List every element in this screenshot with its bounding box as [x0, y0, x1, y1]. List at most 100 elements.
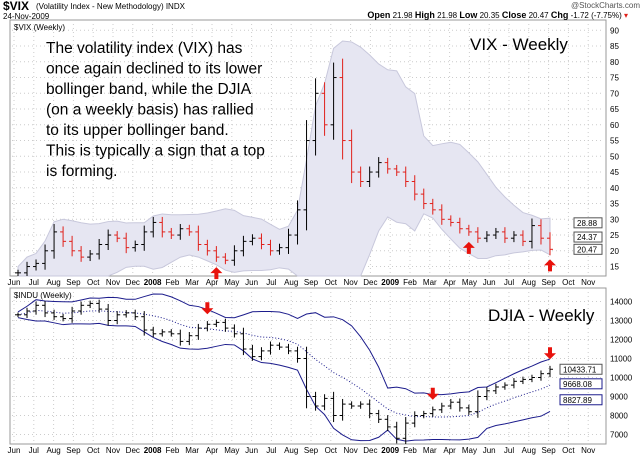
x-tick-label: Jun [483, 278, 496, 287]
value-tag: 8827.89 [563, 396, 592, 405]
down-triangle-icon: ▾ [623, 11, 628, 20]
x-tick-label: Jun [483, 446, 496, 455]
panel-label: $VIX (Weekly) [14, 23, 65, 32]
x-tick-label: Aug [46, 446, 60, 455]
red-up-arrow-icon [210, 267, 223, 280]
ohlc-readout: Open 21.98 High 21.98 Low 20.35 Close 20… [367, 10, 628, 21]
annotation-line: bollinger band, while the DJIA [46, 81, 252, 98]
y-tick-label: 10000 [610, 374, 633, 383]
open-value: 21.98 [392, 11, 413, 20]
red-up-arrow-icon [462, 241, 475, 254]
x-tick-label: Oct [87, 278, 100, 287]
red-down-arrow-icon [201, 302, 214, 315]
y-tick-label: 70 [610, 89, 619, 98]
x-tick-label: Sep [304, 446, 319, 455]
panel-title: VIX - Weekly [470, 35, 568, 54]
x-tick-label: May [224, 446, 239, 455]
x-tick-label: Jun [245, 446, 258, 455]
y-tick-label: 75 [610, 74, 619, 83]
red-down-arrow-icon [426, 387, 439, 400]
x-tick-label: Mar [185, 446, 199, 455]
red-down-arrow-icon [544, 347, 556, 360]
x-tick-label: Dec [363, 278, 377, 287]
symbol: $VIX [3, 0, 30, 13]
x-tick-label: Dec [126, 278, 140, 287]
x-tick-label: Nov [581, 278, 595, 287]
x-tick-label: May [462, 278, 477, 287]
x-tick-label: May [224, 278, 239, 287]
y-tick-label: 14000 [610, 298, 633, 307]
y-tick-label: 60 [610, 121, 619, 130]
x-tick-label: Nov [106, 446, 120, 455]
x-tick-label: Jul [29, 446, 39, 455]
low-value: 20.35 [479, 11, 500, 20]
x-tick-label: Sep [541, 446, 556, 455]
low-label: Low [459, 10, 478, 20]
x-tick-label: Jul [266, 446, 276, 455]
y-tick-label: 25 [610, 231, 619, 240]
x-tick-label: Feb [166, 278, 180, 287]
x-tick-label: Apr [443, 446, 456, 455]
x-tick-label: 2009 [381, 278, 399, 287]
close-label: Close [501, 10, 527, 20]
high-label: High [414, 10, 435, 20]
value-tag: 24.37 [577, 233, 598, 242]
y-tick-label: 13000 [610, 317, 633, 326]
y-tick-label: 80 [610, 58, 619, 67]
y-tick-label: 45 [610, 168, 619, 177]
x-tick-label: May [462, 446, 477, 455]
value-tag: 9668.08 [563, 380, 592, 389]
x-tick-label: Aug [284, 446, 298, 455]
y-tick-label: 90 [610, 26, 619, 35]
x-tick-label: Dec [363, 446, 377, 455]
close-value: 20.47 [528, 11, 549, 20]
x-tick-label: Apr [206, 278, 219, 287]
y-tick-label: 9000 [610, 393, 628, 402]
x-tick-label: 2009 [381, 446, 399, 455]
x-tick-label: Oct [325, 278, 338, 287]
annotation-line: to its upper bollinger band. [46, 122, 229, 139]
x-tick-label: Sep [66, 446, 81, 455]
chg-value: -1.72 (-7.75%) [570, 11, 622, 20]
y-tick-label: 11000 [610, 355, 632, 364]
x-tick-label: Sep [66, 278, 81, 287]
x-tick-label: Aug [284, 278, 298, 287]
y-tick-label: 30 [610, 215, 619, 224]
panel-title: DJIA - Weekly [488, 306, 595, 325]
x-tick-label: Mar [423, 446, 437, 455]
x-tick-label: Feb [403, 446, 417, 455]
y-tick-label: 20 [610, 247, 619, 256]
x-tick-label: Oct [562, 278, 575, 287]
y-tick-label: 15 [610, 263, 619, 272]
x-tick-label: Sep [304, 278, 319, 287]
value-tag-box [573, 217, 603, 229]
symbol-name: (Volatility Index - New Methodology) IND… [36, 2, 185, 11]
x-tick-label: 2008 [144, 278, 162, 287]
value-tag-box [573, 231, 603, 243]
date: 24-Nov-2009 [3, 12, 50, 21]
x-tick-label: Aug [522, 278, 536, 287]
x-tick-label: Nov [343, 278, 357, 287]
y-tick-label: 50 [610, 152, 619, 161]
y-tick-label: 12000 [610, 336, 633, 345]
x-tick-label: Mar [185, 278, 199, 287]
open-label: Open [367, 10, 391, 20]
x-tick-label: Aug [522, 446, 536, 455]
x-tick-label: Jun [8, 446, 21, 455]
x-tick-label: Jul [29, 278, 39, 287]
y-tick-label: 40 [610, 184, 619, 193]
value-tag: 28.88 [577, 219, 598, 228]
x-tick-label: Oct [562, 446, 575, 455]
high-value: 21.98 [437, 11, 458, 20]
value-tag-box [559, 378, 603, 390]
x-tick-label: Jul [504, 278, 514, 287]
y-tick-label: 35 [610, 200, 619, 209]
y-tick-label: 55 [610, 137, 619, 146]
bollinger-upper [17, 293, 551, 396]
x-tick-label: Apr [206, 446, 219, 455]
annotation-line: (on a weekly basis) has rallied [46, 102, 254, 119]
value-tag: 20.47 [577, 245, 598, 254]
x-tick-label: Apr [443, 278, 456, 287]
x-tick-label: Oct [87, 446, 100, 455]
x-tick-label: Nov [106, 278, 120, 287]
